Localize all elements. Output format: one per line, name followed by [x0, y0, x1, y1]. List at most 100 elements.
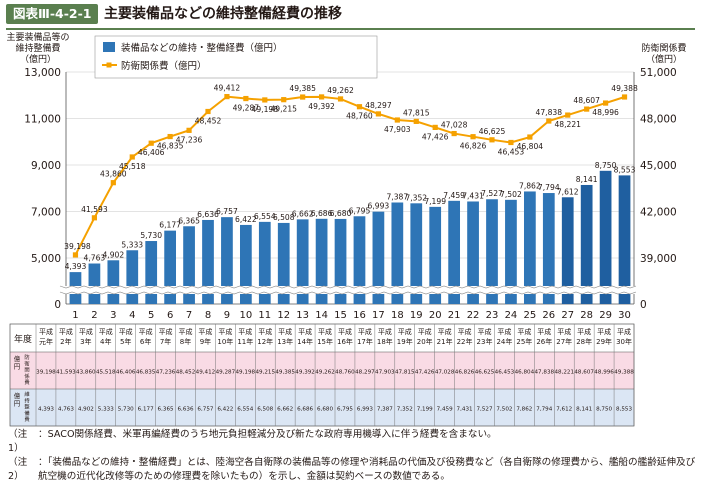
bar	[372, 211, 385, 304]
table-row1-unit: 億	[14, 354, 21, 363]
left-axis-tick-label: 0	[54, 299, 61, 311]
table-cell-maintenance: 6,680	[317, 407, 333, 413]
x-tick-label: 20	[429, 310, 442, 321]
table-cell-maintenance: 6,365	[158, 407, 174, 413]
table-row1-label: 関	[24, 367, 29, 374]
right-axis-unit: （億円）	[646, 53, 682, 65]
table-year-header: 14年	[297, 337, 313, 346]
line-data-label: 48,760	[346, 112, 373, 121]
line-data-label: 49,388	[611, 84, 638, 93]
table-cell-defense: 47,815	[395, 370, 415, 376]
table-year-header: 15年	[317, 337, 333, 346]
table-cell-maintenance: 8,553	[616, 407, 632, 413]
bar	[88, 263, 101, 304]
x-tick-label: 5	[148, 310, 154, 321]
x-tick-label: 22	[467, 310, 480, 321]
bar-data-label: 6,422	[235, 215, 257, 224]
table-cell-maintenance: 7,431	[457, 407, 473, 413]
table-cell-defense: 48,760	[335, 370, 355, 376]
line-series	[74, 95, 625, 256]
right-axis-tick-label: 42,000	[640, 207, 677, 219]
x-tick-label: 16	[353, 310, 366, 321]
table-row2-label: 持	[24, 396, 30, 404]
table-cell-defense: 49,198	[236, 370, 256, 376]
right-axis-tick-label: 48,000	[640, 114, 677, 126]
x-tick-label: 29	[599, 310, 612, 321]
bar	[580, 184, 593, 304]
x-tick-label: 15	[334, 310, 347, 321]
line-marker	[565, 112, 571, 118]
legend-line-marker	[106, 62, 112, 68]
table-year-header: 6年	[140, 337, 151, 346]
table-year-header: 5年	[120, 337, 131, 346]
x-tick-label: 7	[186, 310, 192, 321]
table-cell-defense: 49,262	[315, 370, 335, 376]
table-cell-defense: 49,385	[275, 370, 295, 376]
bar-data-label: 6,636	[197, 210, 219, 219]
x-tick-label: 12	[277, 310, 290, 321]
header-rule	[6, 28, 695, 30]
table-cell-defense: 46,835	[136, 370, 156, 376]
line-marker	[546, 118, 552, 124]
table-row1-label: 費	[24, 378, 29, 386]
left-axis-unit: （億円）	[20, 53, 56, 65]
table-year-header: 平成	[458, 327, 472, 336]
table-year-header: 平成	[179, 327, 193, 336]
table-year-header: 平成	[278, 327, 292, 336]
line-data-label: 46,804	[517, 142, 544, 151]
table-row2-unit: 億	[14, 391, 21, 400]
line-marker	[148, 140, 154, 146]
bar	[145, 241, 158, 304]
bar	[183, 226, 195, 304]
x-tick-label: 10	[239, 310, 252, 321]
table-row2-label: 維	[24, 390, 30, 398]
table-cell-maintenance: 7,387	[377, 407, 393, 413]
x-tick-label: 14	[315, 310, 328, 321]
table-year-header: 8年	[180, 337, 191, 346]
line-data-label: 47,028	[441, 121, 468, 130]
bar-data-label: 8,750	[595, 161, 617, 170]
table-year-header: 12年	[257, 337, 273, 346]
left-axis-tick-label: 11,000	[24, 114, 61, 126]
line-data-label: 47,815	[403, 108, 430, 117]
figure-id-badge: 図表Ⅲ-4-2-1	[6, 4, 99, 24]
table-cell-defense: 48,607	[574, 370, 594, 376]
x-tick-label: 30	[618, 310, 631, 321]
line-marker	[394, 117, 400, 123]
table-cell-maintenance: 6,554	[237, 407, 253, 413]
table-row-defense-bg	[10, 352, 634, 389]
line-marker	[281, 97, 287, 103]
bar-data-label: 6,795	[349, 206, 371, 215]
line-data-label: 49,262	[327, 86, 354, 95]
table-cell-maintenance: 7,459	[437, 407, 453, 413]
line-data-label: 49,385	[289, 84, 316, 93]
table-cell-defense: 48,297	[355, 370, 375, 376]
line-marker	[91, 215, 97, 221]
line-data-label: 47,903	[384, 125, 411, 134]
table-cell-maintenance: 5,333	[98, 407, 114, 413]
table-cell-defense: 46,826	[455, 370, 475, 376]
table-year-header: 7年	[160, 337, 171, 346]
bar-data-label: 6,686	[311, 209, 333, 218]
table-cell-maintenance: 4,393	[38, 407, 54, 413]
bar	[296, 219, 309, 304]
line-data-label: 46,835	[157, 142, 184, 151]
table-year-header: 27年	[556, 337, 572, 346]
bar	[523, 191, 536, 304]
line-data-label: 49,392	[308, 102, 335, 111]
note-1-marker: （注1）	[8, 429, 28, 454]
bar-data-label: 6,177	[159, 221, 181, 230]
table-year-header: 20年	[417, 337, 433, 346]
table-row1-unit: 円	[14, 363, 21, 371]
table-cell-maintenance: 7,862	[516, 407, 532, 413]
table-year-header: 21年	[437, 337, 453, 346]
x-tick-label: 8	[205, 310, 211, 321]
table-year-header: 平成	[298, 327, 312, 336]
x-tick-label: 25	[523, 310, 536, 321]
line-data-label: 49,215	[270, 105, 297, 114]
table-year-header: 9年	[200, 337, 211, 346]
table-row1-label: 防	[24, 353, 30, 361]
table-year-header: 平成	[478, 327, 492, 336]
table-cell-defense: 43,860	[76, 370, 96, 376]
bar-data-label: 6,993	[368, 202, 390, 211]
